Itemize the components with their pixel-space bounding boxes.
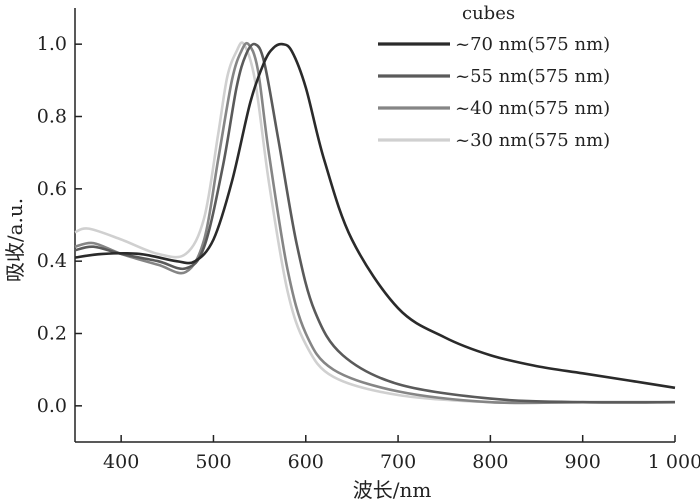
y-tick-label: 0.4	[37, 250, 67, 272]
x-tick-label: 800	[472, 451, 508, 473]
axes: 400 500 600 700 800 900 1 000 0.0 0.2 0.4 0.6 0.8 1.…	[37, 8, 700, 473]
series-line-3	[74, 41, 675, 405]
x-tick-label: 900	[565, 451, 601, 473]
series-line-4	[74, 41, 675, 405]
legend: cubes ~70 nm(575 nm) ~55 nm(575 nm) ~40 nm(…	[378, 3, 610, 151]
y-tick-label: 0.0	[37, 395, 67, 417]
series-layer	[74, 41, 676, 405]
legend-title: cubes	[462, 3, 515, 24]
legend-label-1: ~70 nm(575 nm)	[455, 34, 610, 55]
legend-label-4: ~30 nm(575 nm)	[455, 130, 610, 151]
y-tick-label: 0.2	[37, 323, 67, 345]
x-tick-label: 600	[288, 451, 324, 473]
y-axis-title: 吸收/a.u.	[3, 198, 27, 282]
y-tick-label: 0.8	[37, 106, 67, 128]
x-tick-label: 500	[195, 451, 231, 473]
series-line-1	[74, 42, 676, 390]
x-tick-label: 700	[380, 451, 416, 473]
legend-label-2: ~55 nm(575 nm)	[455, 66, 610, 87]
y-tick-label: 1.0	[37, 33, 67, 55]
y-tick-label: 0.6	[37, 178, 67, 200]
series-line-2	[74, 42, 676, 404]
legend-label-3: ~40 nm(575 nm)	[455, 98, 610, 119]
x-tick-label: 1 000	[648, 451, 700, 473]
x-tick-label: 400	[103, 451, 139, 473]
x-axis-title: 波长/nm	[353, 478, 432, 502]
